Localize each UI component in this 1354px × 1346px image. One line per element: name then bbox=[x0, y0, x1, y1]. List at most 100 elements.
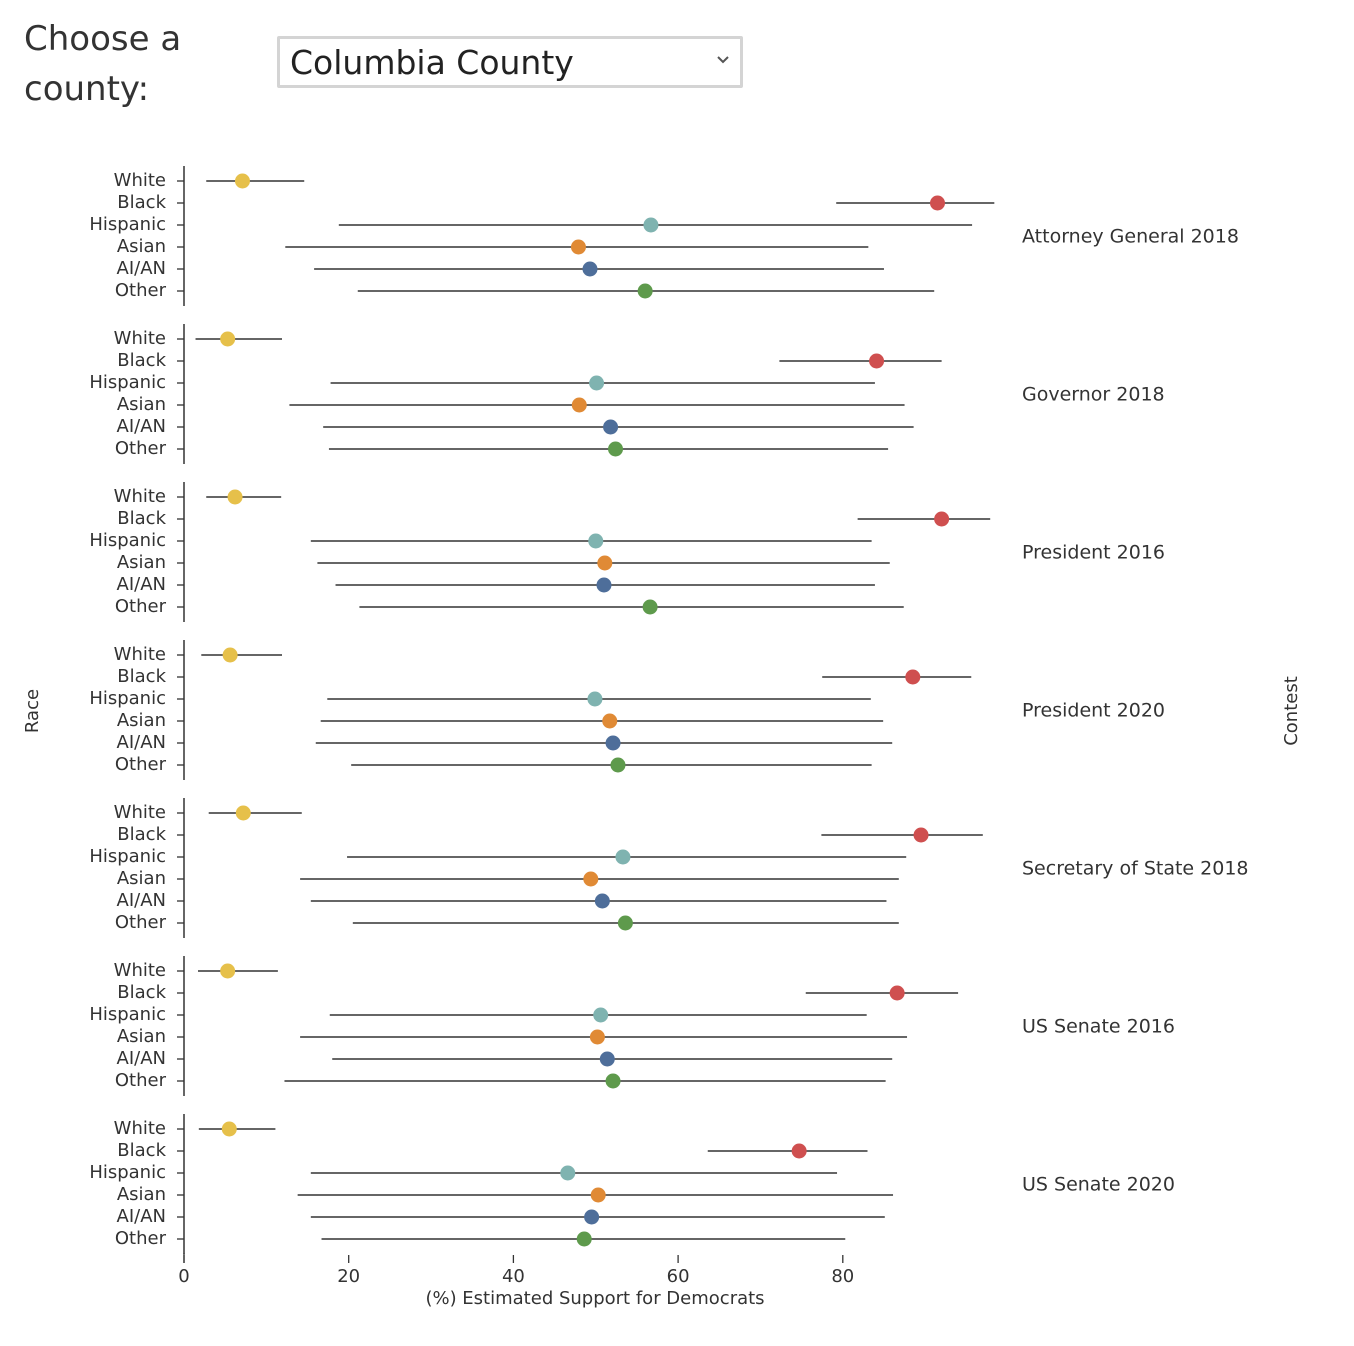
point-white bbox=[227, 489, 243, 505]
race-label: Hispanic bbox=[89, 530, 166, 551]
point-asian bbox=[590, 1187, 606, 1203]
race-label: Asian bbox=[117, 1026, 166, 1047]
race-label: Other bbox=[115, 912, 167, 933]
race-label: AI/AN bbox=[117, 1206, 166, 1227]
race-label: Hispanic bbox=[89, 372, 166, 393]
race-label: Black bbox=[117, 350, 166, 371]
race-label: Other bbox=[115, 1070, 167, 1091]
race-label: AI/AN bbox=[117, 258, 166, 279]
point-black bbox=[934, 511, 950, 527]
race-label: White bbox=[114, 960, 166, 981]
race-label: Asian bbox=[117, 868, 166, 889]
point-aian bbox=[596, 577, 612, 593]
race-label: Hispanic bbox=[89, 1004, 166, 1025]
point-white bbox=[220, 963, 236, 979]
facet-axis-title: Contest bbox=[1281, 676, 1302, 746]
race-label: Asian bbox=[117, 236, 166, 257]
facet-label: Secretary of State 2018 bbox=[1022, 858, 1249, 880]
point-white bbox=[235, 805, 251, 821]
facet-label: President 2020 bbox=[1022, 700, 1165, 722]
point-white bbox=[220, 331, 236, 347]
point-white bbox=[222, 647, 238, 663]
race-label: Black bbox=[117, 666, 166, 687]
race-label: White bbox=[114, 486, 166, 507]
race-label: AI/AN bbox=[117, 416, 166, 437]
point-hispanic bbox=[587, 691, 603, 707]
point-black bbox=[905, 669, 921, 685]
chevron-down-icon bbox=[717, 56, 729, 64]
point-hispanic bbox=[588, 533, 604, 549]
x-tick-label: 80 bbox=[831, 1266, 854, 1287]
point-aian bbox=[584, 1209, 600, 1225]
point-other bbox=[608, 441, 624, 457]
county-select[interactable]: Columbia County bbox=[277, 36, 743, 88]
point-black bbox=[869, 353, 885, 369]
facet-label: Governor 2018 bbox=[1022, 384, 1165, 406]
race-label: Other bbox=[115, 280, 167, 301]
x-tick-label: 40 bbox=[502, 1266, 525, 1287]
point-asian bbox=[602, 713, 618, 729]
point-asian bbox=[589, 1029, 605, 1045]
race-label: Black bbox=[117, 508, 166, 529]
race-label: Black bbox=[117, 982, 166, 1003]
x-tick-label: 60 bbox=[667, 1266, 690, 1287]
race-label: Hispanic bbox=[89, 846, 166, 867]
facet-label: President 2016 bbox=[1022, 542, 1165, 564]
point-other bbox=[576, 1231, 592, 1247]
facet-label: US Senate 2016 bbox=[1022, 1016, 1175, 1038]
point-hispanic bbox=[615, 849, 631, 865]
race-label: White bbox=[114, 1118, 166, 1139]
race-label: Hispanic bbox=[89, 214, 166, 235]
point-asian bbox=[597, 555, 613, 571]
race-label: White bbox=[114, 802, 166, 823]
point-asian bbox=[570, 239, 586, 255]
point-black bbox=[913, 827, 929, 843]
point-other bbox=[637, 283, 653, 299]
race-label: Other bbox=[115, 438, 167, 459]
point-other bbox=[605, 1073, 621, 1089]
race-label: AI/AN bbox=[117, 890, 166, 911]
race-label: White bbox=[114, 644, 166, 665]
point-white bbox=[221, 1121, 237, 1137]
race-label: AI/AN bbox=[117, 1048, 166, 1069]
race-label: Other bbox=[115, 1228, 167, 1249]
point-black bbox=[889, 985, 905, 1001]
race-label: White bbox=[114, 170, 166, 191]
race-label: Black bbox=[117, 1140, 166, 1161]
facet-label: Attorney General 2018 bbox=[1022, 226, 1239, 248]
point-hispanic bbox=[593, 1007, 609, 1023]
point-other bbox=[617, 915, 633, 931]
x-axis-title: (%) Estimated Support for Democrats bbox=[425, 1288, 764, 1309]
race-label: AI/AN bbox=[117, 732, 166, 753]
point-black bbox=[930, 195, 946, 211]
race-label: Hispanic bbox=[89, 1162, 166, 1183]
x-tick-label: 20 bbox=[337, 1266, 360, 1287]
county-label: Choose a county: bbox=[24, 19, 182, 109]
point-aian bbox=[599, 1051, 615, 1067]
point-asian bbox=[571, 397, 587, 413]
point-white bbox=[234, 173, 250, 189]
point-black bbox=[791, 1143, 807, 1159]
race-label: Hispanic bbox=[89, 688, 166, 709]
point-aian bbox=[605, 735, 621, 751]
point-hispanic bbox=[589, 375, 605, 391]
race-label: Asian bbox=[117, 1184, 166, 1205]
race-label: Asian bbox=[117, 710, 166, 731]
race-label: Black bbox=[117, 192, 166, 213]
point-other bbox=[610, 757, 626, 773]
point-aian bbox=[594, 893, 610, 909]
point-aian bbox=[603, 419, 619, 435]
facet-label: US Senate 2020 bbox=[1022, 1174, 1175, 1196]
point-hispanic bbox=[560, 1165, 576, 1181]
race-label: Other bbox=[115, 596, 167, 617]
race-label: AI/AN bbox=[117, 574, 166, 595]
race-label: Black bbox=[117, 824, 166, 845]
race-label: Asian bbox=[117, 394, 166, 415]
race-label: White bbox=[114, 328, 166, 349]
point-asian bbox=[583, 871, 599, 887]
race-label: Asian bbox=[117, 552, 166, 573]
point-aian bbox=[582, 261, 598, 277]
county-select-value: Columbia County bbox=[290, 42, 574, 82]
y-axis-title: Race bbox=[22, 689, 43, 733]
